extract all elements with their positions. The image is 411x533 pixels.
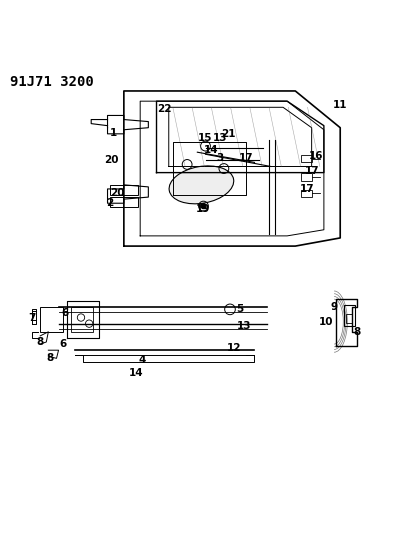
Text: 14: 14 xyxy=(204,145,219,155)
Text: 17: 17 xyxy=(239,154,254,163)
Circle shape xyxy=(201,204,206,208)
Text: 3: 3 xyxy=(216,154,224,163)
Text: 8: 8 xyxy=(37,337,44,347)
Text: 16: 16 xyxy=(309,151,323,161)
Text: 13: 13 xyxy=(212,133,227,143)
Text: 6: 6 xyxy=(59,339,66,349)
Text: 10: 10 xyxy=(319,317,333,327)
Text: 91J71 3200: 91J71 3200 xyxy=(9,75,93,88)
Text: 11: 11 xyxy=(333,100,347,110)
Text: 8: 8 xyxy=(47,353,54,364)
Text: 17: 17 xyxy=(304,166,319,175)
Text: 2: 2 xyxy=(106,198,113,208)
Text: 7: 7 xyxy=(28,312,36,322)
Text: 14: 14 xyxy=(129,368,143,378)
Text: 8: 8 xyxy=(353,327,360,337)
Text: 6: 6 xyxy=(61,309,68,318)
Ellipse shape xyxy=(169,166,234,204)
Text: 22: 22 xyxy=(157,104,172,115)
Text: 19: 19 xyxy=(196,204,211,214)
Text: 17: 17 xyxy=(300,184,315,194)
Text: 15: 15 xyxy=(198,133,213,143)
Text: 13: 13 xyxy=(237,321,252,330)
Text: 21: 21 xyxy=(221,129,235,139)
Text: 9: 9 xyxy=(330,302,338,312)
Text: 1: 1 xyxy=(110,127,117,138)
Text: 5: 5 xyxy=(237,304,244,314)
Text: 20: 20 xyxy=(111,188,125,198)
Text: 12: 12 xyxy=(227,343,241,353)
Text: 20: 20 xyxy=(104,155,119,165)
Text: 4: 4 xyxy=(139,356,146,366)
